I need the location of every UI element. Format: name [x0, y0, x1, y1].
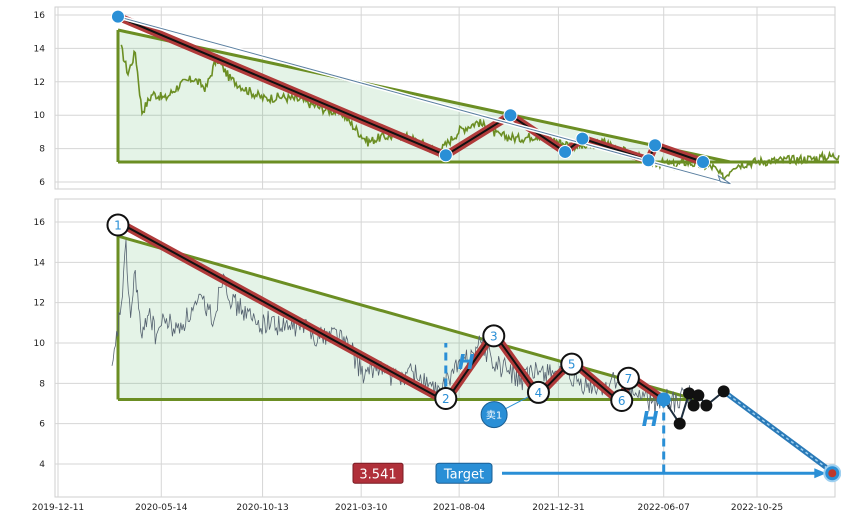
y-tick-label: 14 — [34, 44, 46, 54]
x-tick-label: 2022-10-25 — [731, 503, 783, 513]
projection-node — [700, 399, 713, 412]
x-tick-label: 2020-10-13 — [236, 503, 288, 513]
wave-number-circle — [106, 213, 130, 237]
height-marker-label: H — [458, 350, 475, 374]
target-arrow-head — [814, 468, 827, 479]
wave-point — [696, 154, 711, 169]
triangle-upper-line — [117, 28, 731, 164]
y-tick-label: 8 — [39, 379, 45, 389]
wave-number-label: 4 — [535, 386, 543, 400]
target-value-box — [352, 462, 404, 484]
y-tick-label: 4 — [39, 460, 45, 470]
triangle-upper-line — [117, 234, 697, 401]
wave-number-circle — [434, 386, 458, 410]
y-tick-label: 16 — [34, 218, 46, 228]
wave-number-label: 2 — [442, 392, 450, 406]
wave-number-circle — [482, 324, 506, 348]
sell-label: 卖1 — [486, 410, 502, 422]
projection-node — [717, 385, 730, 398]
y-tick-label: 14 — [34, 258, 46, 268]
wave-point-end — [656, 392, 671, 407]
wave-number-circle — [526, 380, 550, 404]
wave-number-label: 5 — [568, 358, 576, 372]
target-point-core — [828, 469, 837, 478]
target-diag-dash — [723, 390, 833, 473]
wave-number-label: 1 — [114, 219, 122, 233]
target-value-text: 3.541 — [359, 467, 396, 482]
y-tick-label: 12 — [34, 299, 45, 309]
trend-arrow-line — [117, 16, 731, 185]
wave-point — [641, 153, 656, 168]
target-label-text: Target — [443, 467, 484, 482]
wave-number-label: 6 — [618, 394, 626, 408]
projection-node — [692, 389, 705, 402]
wave-number-label: 3 — [490, 329, 498, 343]
y-tick-label: 10 — [34, 339, 46, 349]
x-tick-label: 2022-06-07 — [638, 503, 690, 513]
panel-frame — [54, 198, 836, 498]
x-tick-label: 2021-12-31 — [532, 503, 584, 513]
wave-point — [558, 144, 573, 159]
wave-number-circle — [610, 389, 634, 412]
height-marker-label: H — [642, 407, 659, 431]
x-tick-label: 2021-03-10 — [335, 503, 388, 513]
trend-arrow-head — [717, 174, 731, 185]
wave-number-circle — [616, 366, 640, 390]
x-tick-label: 2019-12-11 — [32, 503, 84, 513]
wave-number-label: 7 — [625, 372, 633, 386]
y-tick-label: 8 — [39, 145, 45, 155]
y-tick-label: 6 — [39, 178, 45, 188]
y-tick-label: 16 — [34, 11, 46, 21]
y-tick-label: 12 — [34, 78, 45, 88]
sell-marker — [480, 401, 508, 429]
target-label-box — [435, 462, 493, 484]
y-tick-label: 6 — [39, 420, 45, 430]
wave-point — [110, 9, 125, 24]
wave-point — [648, 138, 663, 153]
projection-node — [683, 387, 696, 400]
y-tick-label: 10 — [34, 111, 46, 121]
wave-number-circle — [560, 352, 584, 376]
projection-node — [687, 399, 700, 412]
x-tick-label: 2020-05-14 — [135, 503, 188, 513]
wave-point — [438, 148, 453, 163]
x-tick-label: 2021-08-04 — [433, 503, 486, 513]
triangle-fill — [118, 30, 839, 162]
wave-point — [503, 108, 518, 123]
wave-point — [575, 131, 590, 146]
projection-node — [673, 417, 686, 430]
price-series-line — [120, 44, 840, 183]
panel-overview: 6 8 10 12 14 16 — [34, 6, 840, 190]
